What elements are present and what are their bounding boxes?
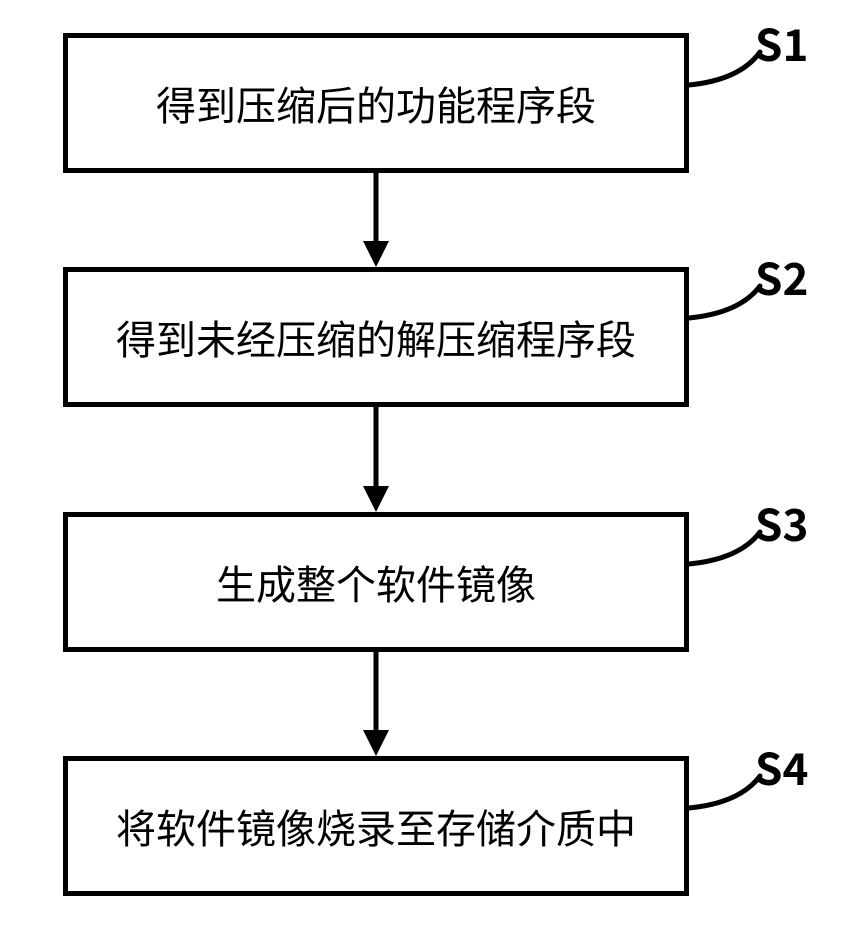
flow-node-s3-text: 生成整个软件镜像 (216, 558, 536, 606)
flow-node-s2: 得到未经压缩的解压缩程序段 (63, 267, 689, 407)
step-label-s2: S2 (755, 244, 808, 308)
flow-node-s3: 生成整个软件镜像 (63, 512, 689, 652)
step-label-s1: S1 (755, 10, 808, 74)
flow-node-s1: 得到压缩后的功能程序段 (63, 33, 689, 173)
flow-node-s2-text: 得到未经压缩的解压缩程序段 (116, 313, 636, 361)
flow-node-s1-text: 得到压缩后的功能程序段 (156, 79, 596, 127)
flow-node-s4-text: 将软件镜像烧录至存储介质中 (116, 802, 636, 850)
step-label-s4: S4 (755, 734, 808, 798)
step-label-s3: S3 (755, 490, 808, 554)
flowchart-canvas: 得到压缩后的功能程序段 得到未经压缩的解压缩程序段 生成整个软件镜像 将软件镜像… (0, 0, 843, 946)
flow-node-s4: 将软件镜像烧录至存储介质中 (63, 756, 689, 896)
